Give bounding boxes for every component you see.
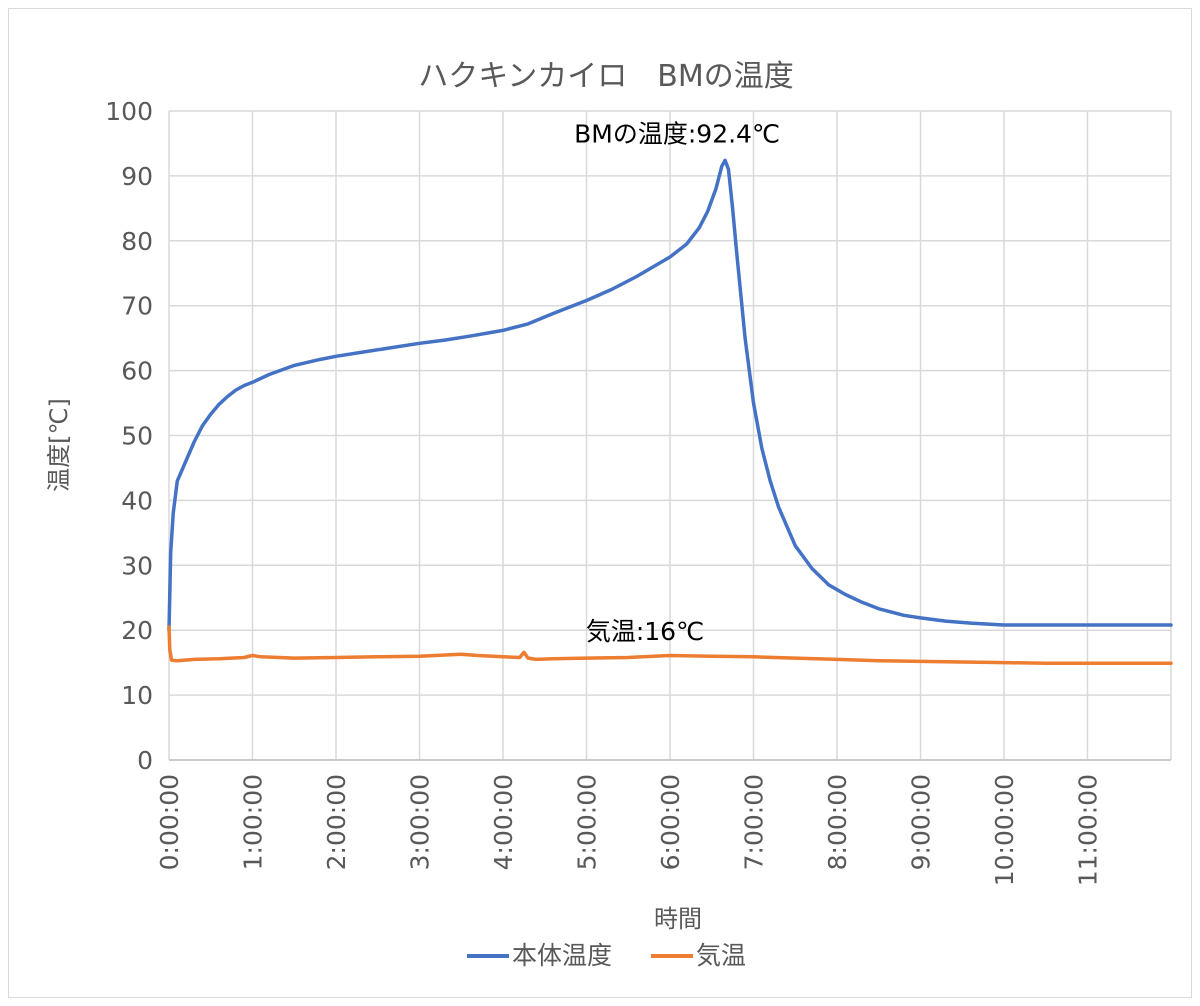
x-axis-title: 時間 — [654, 905, 702, 933]
air-temp-annotation: 気温:16℃ — [586, 617, 704, 646]
y-tick-label: 40 — [121, 486, 153, 515]
y-tick-label: 60 — [121, 357, 153, 386]
x-tick-labels: 0:00:00 1:00:00 2:00:00 3:00:00 4:00:00 5:00:… — [155, 774, 1103, 886]
y-tick-label: 80 — [121, 227, 153, 256]
y-tick-label: 0 — [137, 746, 153, 775]
annotations: BMの温度:92.4℃ 気温:16℃ — [574, 119, 780, 646]
y-axis-title: 温度[℃] — [45, 398, 73, 492]
chart-svg: 0 10 20 30 40 50 60 70 80 90 100 0:00:00 1:00:00 2:0… — [45, 59, 1173, 970]
y-tick-label: 50 — [121, 422, 153, 451]
x-tick-label: 11:00:00 — [1074, 774, 1103, 886]
series-line-body-temp — [167, 158, 1173, 632]
x-tick-label: 0:00:00 — [155, 774, 184, 870]
series-layer — [167, 158, 1173, 666]
y-tick-label: 30 — [121, 551, 153, 580]
x-tick-label: 4:00:00 — [489, 774, 518, 870]
x-tick-label: 2:00:00 — [322, 774, 351, 870]
x-tick-label: 9:00:00 — [907, 774, 936, 870]
x-tick-label: 5:00:00 — [573, 774, 602, 870]
chart-frame: 0 10 20 30 40 50 60 70 80 90 100 0:00:00 1:00:00 2:0… — [8, 8, 1192, 998]
y-tick-label: 70 — [121, 292, 153, 321]
x-tick-label: 8:00:00 — [823, 774, 852, 870]
x-tick-label: 1:00:00 — [239, 774, 268, 870]
chart-title: ハクキンカイロ BMの温度 — [418, 59, 794, 94]
legend-label-air-temp: 気温 — [696, 941, 746, 970]
grid-layer — [168, 110, 1172, 761]
y-tick-label: 20 — [121, 616, 153, 645]
y-tick-label: 90 — [121, 162, 153, 191]
x-tick-label: 6:00:00 — [656, 774, 685, 870]
y-tick-label: 10 — [121, 681, 153, 710]
peak-annotation: BMの温度:92.4℃ — [574, 119, 780, 148]
y-tick-labels: 0 10 20 30 40 50 60 70 80 90 100 — [105, 97, 153, 775]
series-line-air-temp — [167, 625, 1173, 666]
y-tick-label: 100 — [105, 97, 153, 126]
x-tick-label: 3:00:00 — [406, 774, 435, 870]
x-tick-label: 7:00:00 — [740, 774, 769, 870]
x-tick-label: 10:00:00 — [990, 774, 1019, 886]
legend-label-body-temp: 本体温度 — [512, 941, 612, 970]
legend: 本体温度 気温 — [467, 941, 746, 970]
